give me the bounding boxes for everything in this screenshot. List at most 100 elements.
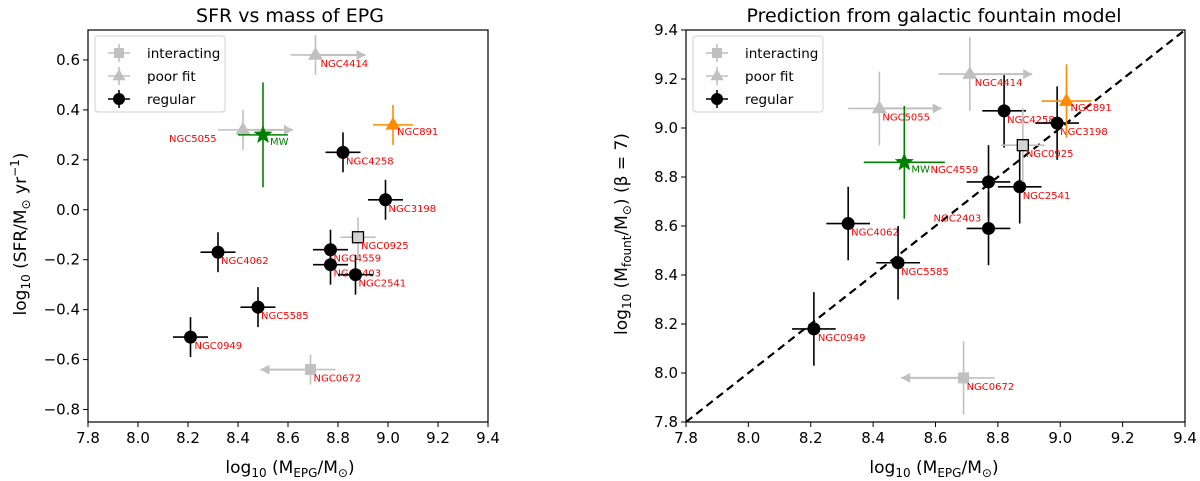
y-tick-label: 0.2 <box>56 151 80 169</box>
data-point: NGC5055 <box>169 109 293 150</box>
square-marker <box>305 364 316 376</box>
point-label: NGC4258 <box>1007 115 1055 126</box>
circle-marker <box>891 256 905 270</box>
triangle-marker <box>385 116 401 130</box>
point-label: NGC4559 <box>334 254 382 265</box>
y-tick-label: 8.8 <box>654 168 678 186</box>
plot-frame <box>685 29 1186 423</box>
y-tick-label: 9.4 <box>654 21 678 39</box>
x-tick-label: 8.0 <box>736 429 760 447</box>
point-label: NGC3198 <box>389 204 437 215</box>
arrow-head <box>932 103 942 114</box>
data-point: NGC3198 <box>368 179 437 220</box>
x-tick-label: 9.2 <box>426 429 450 447</box>
triangle-marker <box>1058 93 1075 106</box>
data-point: NGC891 <box>1041 64 1112 138</box>
point-label: NGC0672 <box>314 374 362 385</box>
point-label: NGC4258 <box>346 156 394 167</box>
point-label: NGC5055 <box>169 134 217 145</box>
right-y-axis-label: log10 (Mfount/M⊙) (β = 7) <box>612 133 634 335</box>
data-point: NGC0949 <box>792 292 866 366</box>
circle-marker <box>982 175 996 189</box>
circle-marker <box>349 268 362 282</box>
data-point: NGC3198 <box>1035 86 1108 160</box>
x-tick-label: 8.6 <box>924 429 948 447</box>
square-marker <box>958 372 970 384</box>
point-label: NGC4062 <box>221 256 269 267</box>
data-point: NGC4062 <box>826 186 899 261</box>
data-point: NGC4258 <box>325 132 394 173</box>
triangle-marker <box>871 100 887 114</box>
legend-label: interacting <box>745 46 818 62</box>
data-point: NGC2541 <box>338 254 407 295</box>
y-tick-label: −0.2 <box>44 251 80 269</box>
point-label: NGC2403 <box>934 213 982 224</box>
y-tick-label: 8.6 <box>654 217 678 235</box>
circle-marker <box>1050 116 1064 130</box>
circle-marker <box>324 258 337 272</box>
data-point: NGC0925 <box>340 217 409 258</box>
point-label: NGC2541 <box>359 279 407 290</box>
point-label: NGC2541 <box>1023 191 1071 202</box>
x-tick-label: 9.0 <box>376 429 400 447</box>
point-label: NGC4414 <box>321 59 369 70</box>
x-tick-label: 8.8 <box>986 429 1010 447</box>
triangle-marker <box>962 66 978 79</box>
data-point: NGC2541 <box>997 150 1071 224</box>
y-tick-label: −0.8 <box>44 401 80 419</box>
left-chart: 7.8 8.0 8.2 8.4 8.6 8.8 9.0 9.2 9.4 −0.8 −0.6 −0.4 −… <box>44 29 500 447</box>
data-point: NGC0949 <box>173 317 242 358</box>
x-tick-label: 7.8 <box>674 429 698 447</box>
x-tick-label: 8.8 <box>326 429 350 447</box>
legend-label: poor fit <box>147 69 196 85</box>
legend-triangle-marker <box>112 69 126 81</box>
legend-box <box>94 35 226 113</box>
circle-marker <box>211 245 225 259</box>
one-to-one-line <box>686 30 1185 422</box>
y-tick-label: 8.4 <box>654 266 678 284</box>
x-tick-label: 8.2 <box>176 429 200 447</box>
legend-label: poor fit <box>745 69 794 85</box>
data-point: MW <box>238 82 289 188</box>
legend: interacting poor fit regular <box>692 35 824 113</box>
point-label: NGC891 <box>1070 103 1111 114</box>
y-tick-label: 7.8 <box>654 413 678 431</box>
x-tick-label: 8.4 <box>861 429 885 447</box>
data-point: NGC4559 <box>931 145 1011 219</box>
square-marker <box>351 231 365 244</box>
circle-marker <box>251 300 265 314</box>
y-tick-label: 0.4 <box>56 101 80 119</box>
data-point: NGC5585 <box>240 287 309 328</box>
legend-triangle-marker <box>710 69 724 81</box>
y-tick-label: 8.0 <box>654 364 678 382</box>
x-tick-label: 8.4 <box>226 429 250 447</box>
circle-marker <box>841 217 855 231</box>
point-label: NGC4559 <box>931 165 979 176</box>
data-point: NGC891 <box>373 104 438 145</box>
right-chart: 7.8 8.0 8.2 8.4 8.6 8.8 9.0 9.2 9.4 7.8 8.0 8.2 8.4 8… <box>654 21 1197 447</box>
y-tick-label: −0.4 <box>44 301 80 319</box>
legend-circle-marker <box>113 93 125 105</box>
left-x-axis-label: log10 (MEPG/M⊙) <box>225 458 354 480</box>
left-y-axis-label: log10 (SFR/M⊙ yr−1) <box>8 153 33 316</box>
arrow-head <box>356 49 366 60</box>
point-label: NGC0925 <box>361 241 409 252</box>
x-tick-label: 9.4 <box>1173 429 1197 447</box>
data-point: NGC5585 <box>876 226 949 300</box>
data-point: MW <box>863 105 945 219</box>
legend-label: regular <box>745 92 794 108</box>
y-tick-label: 0.6 <box>56 51 80 69</box>
data-point: NGC0925 <box>1000 108 1074 182</box>
right-x-axis-label: log10 (MEPG/M⊙) <box>869 458 998 480</box>
point-label: NGC0925 <box>1026 149 1074 160</box>
x-tick-label: 9.4 <box>476 429 500 447</box>
arrow-head <box>901 372 911 383</box>
y-tick-label: 9.0 <box>654 119 678 137</box>
data-point: NGC0672 <box>260 354 362 385</box>
x-tick-label: 8.6 <box>276 429 300 447</box>
point-label: NGC5585 <box>901 267 949 278</box>
legend-label: interacting <box>147 46 220 62</box>
left-chart-title: SFR vs mass of EPG <box>196 5 384 27</box>
square-marker <box>1016 138 1029 152</box>
